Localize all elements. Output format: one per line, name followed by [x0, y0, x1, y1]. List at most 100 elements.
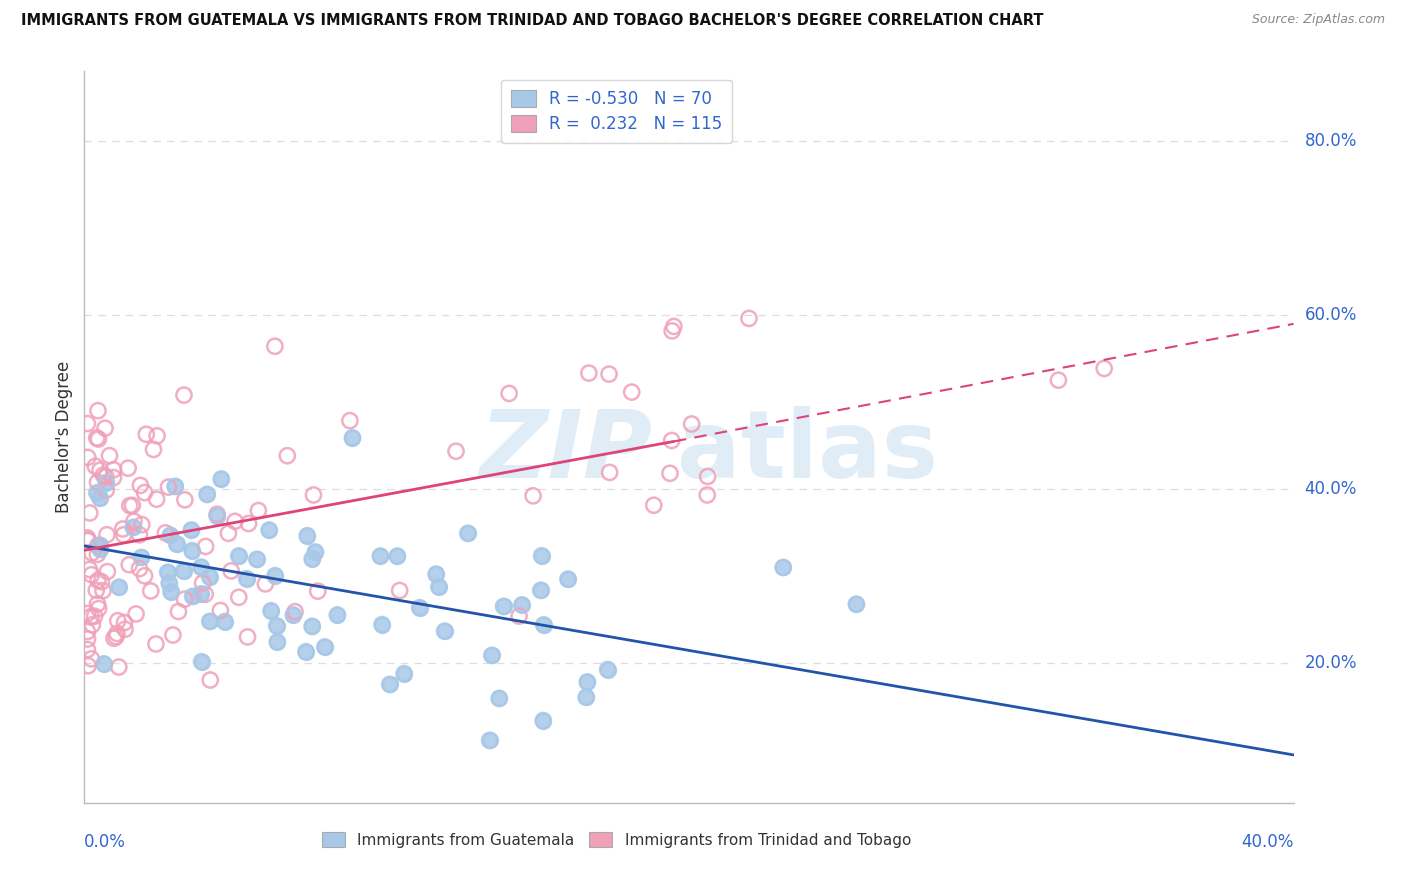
Point — [181, 590, 204, 604]
Point — [236, 572, 259, 586]
Point — [295, 645, 318, 659]
Point — [228, 549, 250, 563]
Point — [530, 583, 553, 598]
Point — [214, 615, 236, 629]
Point — [295, 645, 318, 659]
Point — [314, 640, 336, 654]
Point — [173, 492, 195, 507]
Point — [98, 449, 121, 463]
Point — [392, 666, 415, 681]
Point — [180, 523, 202, 537]
Point — [530, 549, 553, 563]
Point — [159, 528, 181, 542]
Point — [112, 528, 135, 542]
Point — [620, 385, 643, 400]
Point — [129, 478, 152, 492]
Point — [219, 564, 242, 578]
Point — [93, 657, 115, 671]
Point — [125, 607, 148, 621]
Point — [266, 635, 288, 649]
Point — [198, 615, 221, 629]
Point — [481, 648, 503, 663]
Point — [89, 538, 111, 552]
Point — [301, 551, 323, 566]
Point — [228, 591, 250, 605]
Point — [82, 617, 104, 632]
Legend: Immigrants from Guatemala, Immigrants from Trinidad and Tobago: Immigrants from Guatemala, Immigrants fr… — [316, 825, 917, 854]
Point — [77, 658, 100, 673]
Point — [122, 520, 145, 534]
Point — [492, 599, 515, 614]
Point — [387, 549, 409, 563]
Point — [247, 503, 270, 517]
Point — [530, 549, 553, 563]
Point — [557, 572, 579, 586]
Point — [195, 487, 218, 501]
Point — [283, 607, 305, 622]
Point — [205, 509, 228, 524]
Point — [162, 628, 184, 642]
Point — [146, 429, 169, 443]
Point — [339, 414, 361, 428]
Point — [155, 525, 177, 540]
Point — [190, 587, 212, 601]
Point — [1092, 361, 1115, 376]
Point — [530, 583, 553, 598]
Point — [257, 523, 280, 537]
Point — [522, 489, 544, 503]
Point — [173, 564, 195, 578]
Point — [301, 551, 323, 566]
Point — [87, 403, 110, 417]
Point — [76, 632, 98, 646]
Point — [166, 537, 188, 551]
Point — [575, 690, 598, 705]
Point — [408, 600, 430, 615]
Point — [111, 522, 134, 536]
Point — [433, 624, 456, 639]
Point — [297, 529, 319, 543]
Point — [91, 583, 114, 598]
Point — [131, 550, 153, 565]
Point — [533, 617, 555, 632]
Point — [121, 499, 143, 513]
Point — [236, 572, 259, 586]
Point — [107, 660, 129, 674]
Point — [139, 583, 162, 598]
Point — [696, 469, 718, 483]
Point — [342, 431, 364, 445]
Point — [661, 324, 683, 338]
Text: IMMIGRANTS FROM GUATEMALA VS IMMIGRANTS FROM TRINIDAD AND TOBAGO BACHELOR'S DEGR: IMMIGRANTS FROM GUATEMALA VS IMMIGRANTS … — [21, 13, 1043, 29]
Point — [89, 491, 111, 505]
Point — [596, 663, 619, 677]
Point — [86, 485, 108, 500]
Point — [180, 523, 202, 537]
Point — [166, 537, 188, 551]
Point — [772, 560, 794, 574]
Point — [89, 463, 111, 477]
Point — [76, 533, 98, 547]
Point — [165, 479, 187, 493]
Point — [257, 523, 280, 537]
Point — [1047, 373, 1070, 387]
Point — [314, 640, 336, 654]
Point — [114, 615, 136, 630]
Point — [191, 576, 214, 591]
Point — [598, 367, 620, 381]
Point — [173, 564, 195, 578]
Point — [79, 562, 101, 576]
Point — [156, 566, 179, 580]
Point — [370, 549, 392, 563]
Point — [94, 421, 117, 435]
Text: 40.0%: 40.0% — [1241, 833, 1294, 851]
Point — [118, 558, 141, 572]
Point — [86, 548, 108, 562]
Point — [94, 469, 117, 483]
Point — [205, 509, 228, 524]
Y-axis label: Bachelor's Degree: Bachelor's Degree — [55, 361, 73, 513]
Point — [128, 562, 150, 576]
Point — [643, 498, 665, 512]
Point — [87, 432, 110, 446]
Point — [76, 531, 98, 545]
Text: ZIP: ZIP — [479, 406, 652, 498]
Point — [76, 607, 98, 621]
